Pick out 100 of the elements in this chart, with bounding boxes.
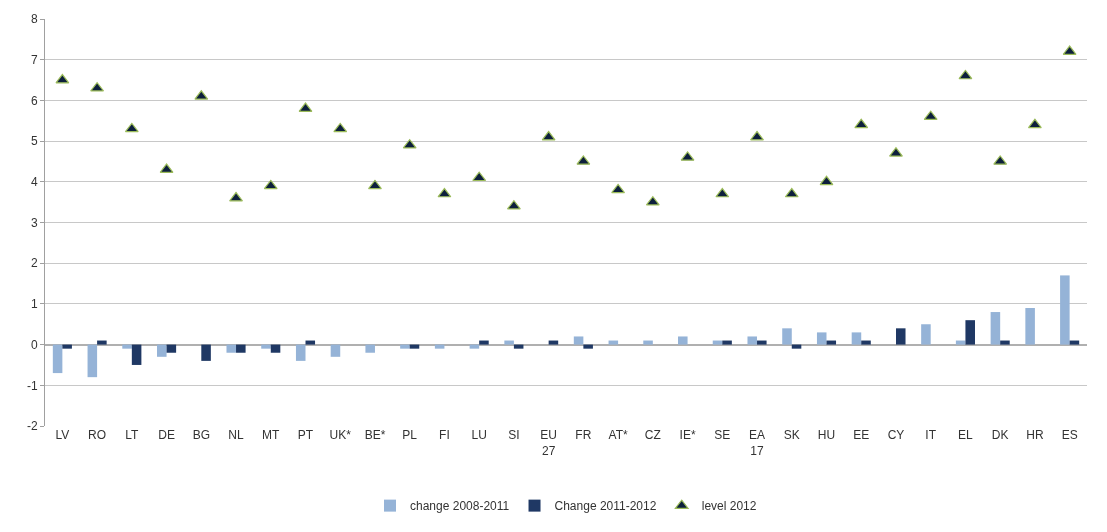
bar bbox=[851, 332, 862, 345]
point bbox=[715, 187, 730, 198]
bar bbox=[270, 344, 281, 353]
x-tick-label: CY bbox=[887, 428, 905, 442]
bar bbox=[990, 312, 1001, 345]
point bbox=[333, 122, 348, 133]
bar bbox=[469, 344, 480, 349]
bar bbox=[583, 344, 593, 349]
bar bbox=[747, 336, 758, 345]
y-tick-label: 3 bbox=[30, 215, 38, 230]
bar bbox=[1060, 275, 1070, 345]
bar bbox=[816, 332, 827, 345]
x-tick-label: PL bbox=[402, 428, 418, 442]
bar bbox=[62, 344, 72, 349]
x-tick-label: AT* bbox=[608, 428, 628, 442]
x-tick-label: EA 17 bbox=[749, 428, 766, 458]
point bbox=[958, 69, 973, 80]
bar bbox=[479, 340, 489, 345]
bar bbox=[1000, 340, 1010, 345]
point bbox=[229, 191, 243, 202]
point bbox=[819, 175, 834, 186]
bar bbox=[782, 328, 792, 345]
bar bbox=[1069, 340, 1080, 345]
x-tick-label: SK bbox=[783, 428, 800, 442]
x-tick-label: UK* bbox=[329, 428, 352, 442]
bar bbox=[434, 344, 445, 349]
bar bbox=[97, 340, 107, 345]
bar bbox=[52, 344, 63, 374]
bar bbox=[504, 340, 514, 345]
bar bbox=[826, 340, 837, 345]
point bbox=[124, 122, 139, 133]
bar bbox=[1025, 307, 1035, 345]
point bbox=[541, 130, 556, 141]
legend-label: change 2008-2011 bbox=[410, 499, 510, 514]
x-tick-label: ES bbox=[1061, 428, 1078, 442]
y-tick-label: 8 bbox=[30, 12, 38, 27]
bar bbox=[201, 344, 211, 361]
x-tick-label: LT bbox=[125, 428, 140, 442]
x-tick-label: IT bbox=[925, 428, 937, 442]
bar bbox=[722, 340, 732, 345]
point bbox=[1027, 118, 1042, 129]
y-tick-label: -2 bbox=[26, 419, 38, 434]
x-tick-label: SE bbox=[714, 428, 731, 442]
x-tick-label: NL bbox=[228, 428, 245, 442]
bar bbox=[236, 344, 246, 353]
bar bbox=[712, 340, 723, 345]
point bbox=[368, 179, 382, 190]
x-tick-label: BE* bbox=[364, 428, 386, 442]
y-tick-label: 1 bbox=[30, 297, 38, 312]
bar bbox=[157, 344, 167, 357]
bar bbox=[305, 340, 316, 345]
bar bbox=[166, 344, 177, 353]
bar bbox=[513, 344, 524, 349]
point bbox=[923, 110, 938, 121]
bar bbox=[226, 344, 237, 353]
bar bbox=[365, 344, 375, 353]
bar bbox=[608, 340, 619, 345]
x-tick-label: EU 27 bbox=[540, 428, 557, 458]
y-tick-label: 4 bbox=[30, 175, 38, 189]
x-tick-label: FR bbox=[575, 428, 592, 442]
x-tick-label: RO bbox=[88, 428, 107, 442]
point bbox=[889, 147, 903, 157]
y-tick-label: -1 bbox=[26, 378, 38, 393]
point bbox=[611, 183, 626, 194]
bar bbox=[921, 324, 931, 345]
bar bbox=[131, 344, 142, 365]
bar bbox=[861, 340, 871, 345]
point bbox=[55, 73, 70, 84]
point bbox=[437, 187, 452, 198]
x-tick-label: PT bbox=[297, 428, 314, 442]
point bbox=[784, 187, 799, 198]
point bbox=[472, 171, 487, 182]
bar bbox=[965, 320, 975, 345]
x-tick-label: HR bbox=[1026, 428, 1044, 442]
x-tick-label: HU bbox=[817, 428, 836, 442]
x-tick-label: IE* bbox=[679, 428, 696, 442]
x-tick-label: CZ bbox=[644, 428, 661, 442]
y-tick-label: 7 bbox=[30, 52, 38, 67]
bar bbox=[548, 340, 559, 345]
legend-label: level 2012 bbox=[701, 499, 757, 514]
x-tick-label: EL bbox=[958, 428, 974, 442]
y-tick-label: 6 bbox=[30, 93, 38, 108]
y-tick-label: 0 bbox=[30, 337, 38, 352]
bar bbox=[400, 344, 410, 349]
point bbox=[263, 179, 278, 190]
x-tick-label: MT bbox=[262, 428, 281, 442]
bar bbox=[643, 340, 653, 345]
point bbox=[854, 118, 869, 129]
x-tick-label: SI bbox=[508, 428, 520, 442]
x-tick-label: LV bbox=[55, 428, 70, 442]
bar bbox=[895, 328, 906, 345]
legend-label: Change 2011-2012 bbox=[554, 499, 657, 514]
x-tick-label: BG bbox=[192, 428, 210, 442]
bar bbox=[678, 336, 688, 345]
bar bbox=[87, 344, 98, 378]
bar bbox=[573, 336, 584, 345]
bar bbox=[122, 344, 132, 349]
x-tick-label: EE bbox=[853, 428, 870, 442]
bar bbox=[757, 340, 767, 345]
x-tick-label: FI bbox=[439, 428, 450, 442]
